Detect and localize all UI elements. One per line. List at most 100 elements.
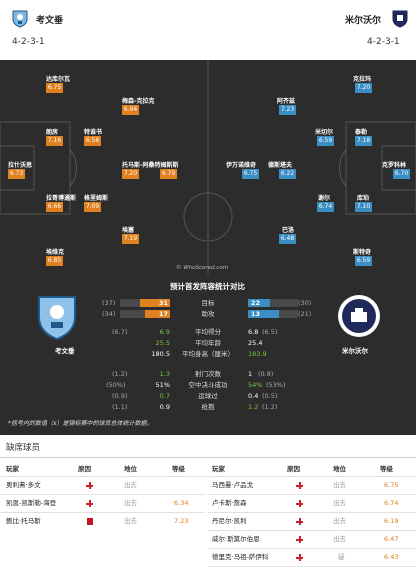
- col-position-away: 地位: [333, 465, 346, 473]
- away-player-name[interactable]: 克罗科林: [382, 162, 407, 169]
- stat-row-aerial: (50%) 51% 空中决斗成功 54% (53%): [0, 380, 416, 390]
- away-player-name[interactable]: 米切尔: [315, 129, 334, 136]
- absent-home-status: 出去: [124, 481, 137, 489]
- away-avg-height: 183.9: [248, 350, 267, 358]
- tackles-label: 抢抱: [201, 403, 215, 411]
- col-reason-away: 原因: [287, 465, 300, 473]
- stats-footnote: *括号内的数值（x）是锦标赛中的球员总体统计数据。: [8, 420, 153, 427]
- millwall-crest-icon: [392, 10, 408, 28]
- home-avg-rating: 6.9: [159, 328, 170, 336]
- home-player-name[interactable]: 格里姆斯: [84, 195, 109, 202]
- away-player-rating: 7.18: [355, 136, 372, 146]
- home-tackles: 0.9: [159, 403, 170, 411]
- away-player-name[interactable]: 谢尔: [318, 195, 331, 202]
- absent-away-grade: 6.75: [384, 481, 399, 489]
- away-tackles-pre: (1.2): [262, 403, 278, 411]
- absent-home-name[interactable]: 凯恩-凯斯勒-海登: [6, 499, 57, 507]
- away-team-name[interactable]: 米尔沃尔: [345, 16, 382, 26]
- goals-label: 目标: [201, 299, 215, 307]
- home-dribbles: 0.7: [159, 392, 170, 400]
- divider: [0, 512, 205, 513]
- away-player-name[interactable]: 巴洛: [282, 227, 295, 234]
- away-player-rating: 6.70: [393, 169, 410, 179]
- home-player-rating: 7.16: [46, 136, 63, 146]
- away-player-name[interactable]: 阿齐兹: [277, 98, 296, 105]
- absent-away-name[interactable]: 马西曼·卢品戈: [212, 481, 254, 489]
- absent-away-grade: 6.19: [384, 517, 399, 525]
- away-goals-bar-bg: [248, 299, 298, 307]
- home-player-rating: 7.19: [122, 234, 139, 244]
- away-assists-total: (21): [298, 310, 312, 318]
- absent-players-section: [0, 435, 416, 581]
- dribbles-label: 运球过: [198, 392, 218, 400]
- millwall-large-crest-icon: [338, 295, 380, 337]
- absent-away-name[interactable]: 丹尼尔·凯利: [212, 517, 247, 525]
- injury-icon: [296, 518, 303, 525]
- away-player-rating: 7.20: [355, 83, 372, 93]
- home-team-label: 考文垂: [55, 347, 75, 355]
- home-player-rating: 6.66: [46, 202, 63, 212]
- away-goals-bar: [248, 299, 270, 307]
- home-formation: 4-2-3-1: [12, 37, 45, 47]
- col-grade-away: 等级: [380, 465, 393, 473]
- home-aerial-pre: (50%): [106, 381, 126, 389]
- aerial-label: 空中决斗成功: [188, 381, 228, 389]
- away-player-name[interactable]: 克拉玛: [353, 76, 372, 83]
- injury-icon: [86, 482, 93, 489]
- divider: [208, 566, 416, 567]
- away-player-name[interactable]: 德斯塔夫: [268, 162, 293, 169]
- away-player-name[interactable]: 库珀: [357, 195, 370, 202]
- home-player-name[interactable]: 特谁书: [84, 129, 103, 136]
- away-player-rating: 7.10: [355, 202, 372, 212]
- home-avg-age: 25.5: [155, 339, 170, 347]
- away-player-rating: 6.59: [317, 136, 334, 146]
- away-player-rating: 6.74: [317, 202, 334, 212]
- home-player-name[interactable]: 埃塞: [122, 227, 135, 234]
- away-player-name[interactable]: 泰勒: [355, 129, 368, 136]
- injury-icon: [296, 554, 303, 561]
- home-player-name[interactable]: 达库尔瓦: [46, 76, 71, 83]
- divider: [208, 530, 416, 531]
- away-formation: 4-2-3-1: [367, 37, 400, 47]
- away-avg-rating: 6.8: [248, 328, 259, 336]
- home-dribbles-pre: (0.9): [112, 392, 128, 400]
- home-rating-pre: (6.7): [112, 328, 128, 336]
- stat-row-avg-rating: (6.7) 6.9 平均得分 6.8 (6.5): [0, 327, 416, 337]
- stat-row-avg-height: 180.5 平均身高（厘米） 183.9: [0, 349, 416, 359]
- absent-home-status: 出去: [124, 499, 137, 507]
- home-player-name[interactable]: 朗房: [46, 129, 59, 136]
- stat-row-tackles: (1.1) 0.9 抢抱 1.2 (1.2): [0, 402, 416, 412]
- home-player-name[interactable]: 梅森-克拉克: [122, 98, 155, 105]
- absent-home-name[interactable]: 鲍比·托马斯: [6, 517, 41, 525]
- absent-away-grade: 6.74: [384, 499, 399, 507]
- away-player-rating: 7.23: [279, 105, 296, 115]
- home-shots-pre: (1.2): [112, 370, 128, 378]
- home-player-name[interactable]: 拉哥博通斯: [46, 195, 77, 202]
- absent-away-name[interactable]: 威尔·斯莫尔伯恩: [212, 535, 260, 543]
- stat-row-avg-age: 25.5 平均年龄 25.4: [0, 338, 416, 348]
- divider: [0, 494, 205, 495]
- lineup-pitch: 达库尔瓦 6.75 梅森-克拉克 6.94 朗房 7.16 特谁书 6.56 拉…: [0, 60, 416, 274]
- away-team-label: 米尔沃尔: [342, 347, 368, 355]
- away-goals-total: (30): [298, 299, 312, 307]
- home-player-name[interactable]: 托马斯-阿桑特姆斯斯: [122, 162, 179, 169]
- injury-icon: [296, 482, 303, 489]
- away-player-name[interactable]: 伊万诺维奇: [226, 162, 257, 169]
- home-player-rating: 6.56: [84, 136, 101, 146]
- absent-away-name[interactable]: 卢卡斯·詹森: [212, 499, 247, 507]
- absent-away-name[interactable]: 德里克·马祖-萨伊科: [212, 553, 269, 561]
- away-player-name[interactable]: 斯特奇: [353, 249, 372, 256]
- stat-row-dribbles: (0.9) 0.7 运球过 0.4 (0.5): [0, 391, 416, 401]
- col-reason: 原因: [78, 465, 91, 473]
- shots-label: 射门次数: [195, 370, 221, 378]
- absent-home-name[interactable]: 奥利弗·多文: [6, 481, 41, 489]
- red-card-icon: [87, 518, 93, 525]
- divider: [208, 512, 416, 513]
- home-player-name[interactable]: 拉什沃思: [8, 162, 33, 169]
- watermark: © WhoScored.com: [176, 265, 229, 271]
- home-team-name[interactable]: 考文垂: [36, 16, 64, 26]
- away-aerial: 54%: [248, 381, 263, 389]
- away-goals: 22: [251, 299, 261, 307]
- home-player-name[interactable]: 埃维克: [46, 249, 65, 256]
- stat-row-assists: (34) 17 助攻 13 (21): [0, 309, 416, 319]
